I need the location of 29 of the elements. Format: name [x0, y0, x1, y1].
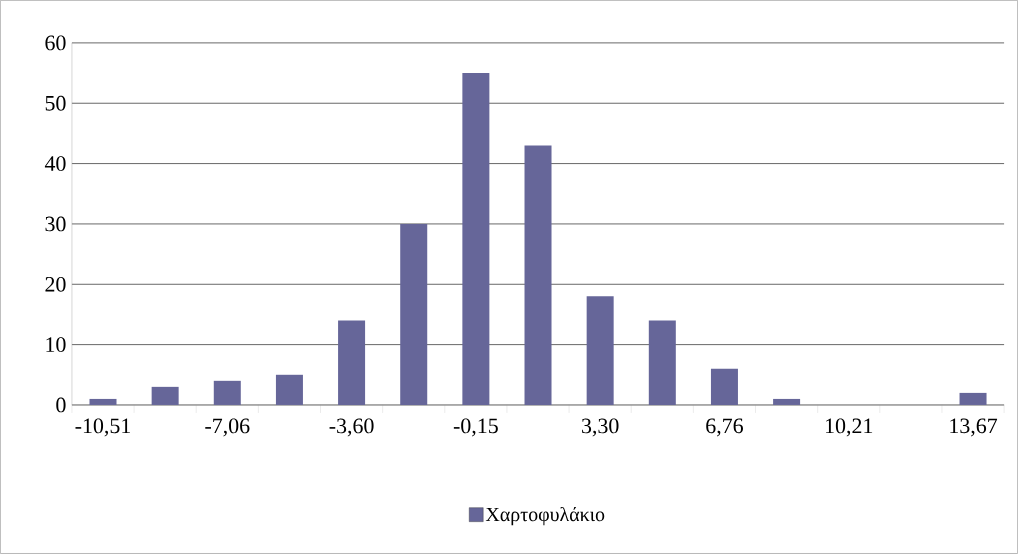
bar	[710, 368, 738, 406]
y-tick-label: 20	[45, 276, 66, 292]
legend-label: Χαρτοφυλάκιο	[485, 506, 605, 526]
bar	[338, 320, 366, 406]
bar	[648, 320, 676, 406]
bar	[773, 398, 801, 406]
x-tick-label: 6,76	[706, 418, 743, 437]
x-tick-label: -10,51	[75, 418, 130, 437]
y-tick-label: 0	[56, 397, 66, 413]
x-tick-label: -0,15	[453, 418, 498, 437]
x-tick-label: -7,06	[205, 418, 250, 437]
x-tick-label: 3,30	[582, 418, 619, 437]
bar	[89, 398, 117, 406]
bar	[213, 380, 241, 406]
y-tick-label: 60	[45, 35, 66, 51]
y-tick-label: 10	[46, 337, 66, 353]
bar	[586, 296, 614, 406]
bar	[151, 386, 179, 406]
bar	[959, 392, 987, 406]
bar	[462, 73, 490, 406]
y-tick-label: 40	[44, 156, 66, 172]
x-tick-label: -3,60	[329, 418, 374, 437]
y-tick-label: 50	[45, 95, 66, 111]
y-tick-label: 30	[45, 216, 66, 232]
x-tick-label: 13,67	[950, 418, 998, 437]
bar	[524, 145, 552, 406]
x-tick-label: 10,21	[826, 418, 873, 437]
bar	[275, 374, 303, 406]
bar	[400, 223, 428, 406]
